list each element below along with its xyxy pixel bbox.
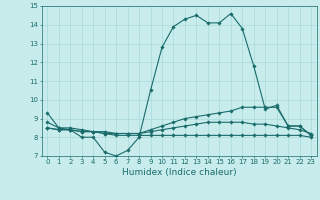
X-axis label: Humidex (Indice chaleur): Humidex (Indice chaleur) bbox=[122, 168, 236, 177]
